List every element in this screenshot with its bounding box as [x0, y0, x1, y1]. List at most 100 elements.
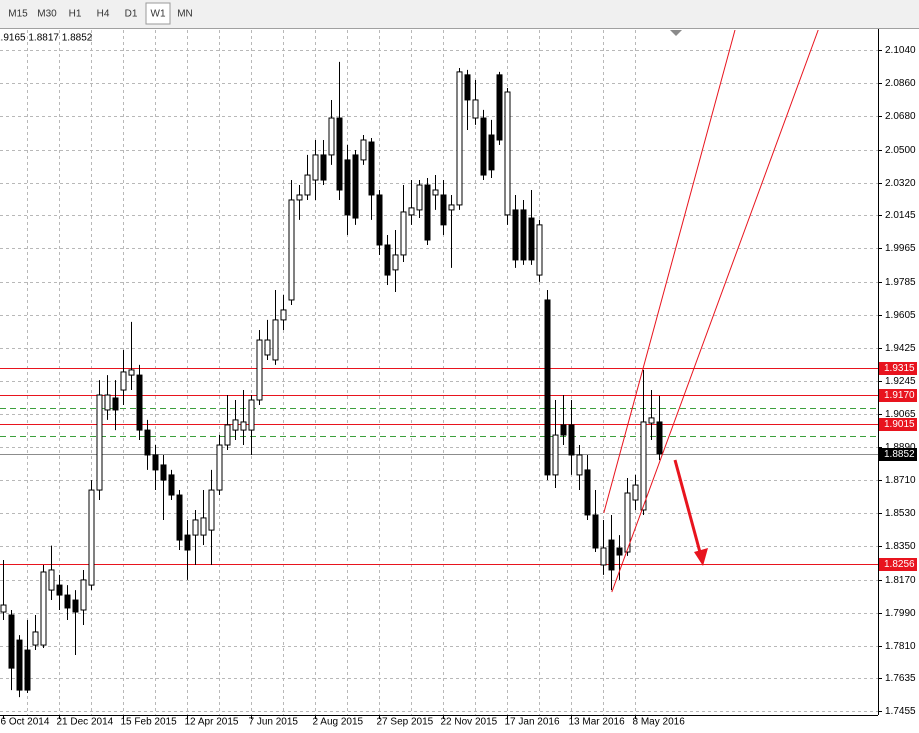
y-tick-label: 2.0500: [885, 145, 916, 156]
button-label[interactable]: MN: [177, 9, 193, 20]
candle-body: [368, 141, 375, 196]
y-tick-label: 2.1040: [885, 45, 916, 56]
candle-body: [616, 547, 623, 556]
candle-body: [272, 319, 279, 361]
timeframe-button[interactable]: MN: [172, 3, 198, 24]
candle-body: [376, 194, 383, 246]
candle-body: [472, 99, 479, 119]
candle-body: [448, 204, 455, 211]
y-tick-label: 1.7810: [885, 641, 916, 652]
timeframe-button[interactable]: M30: [34, 3, 60, 24]
candle-body: [392, 254, 399, 271]
candle-body: [184, 534, 191, 551]
x-tick-label: 13 Mar 2016: [569, 717, 626, 728]
price-level-tag: [879, 418, 917, 431]
button-face[interactable]: [172, 3, 198, 24]
candle-body: [264, 339, 271, 356]
candle-body: [48, 569, 55, 591]
candle-body: [88, 489, 95, 586]
candle-body: [152, 454, 159, 471]
candle-body: [608, 539, 615, 571]
y-tick-label: 1.8710: [885, 475, 916, 486]
candle-body: [560, 424, 567, 436]
candle-body: [80, 579, 87, 611]
candle-body: [296, 194, 303, 201]
y-tick-label: 2.0145: [885, 210, 916, 221]
arrow-head: [694, 548, 708, 566]
candle-body: [320, 154, 327, 181]
y-tick-label: 1.8350: [885, 541, 916, 552]
candle-body: [24, 649, 31, 691]
forecast-arrow: [673, 459, 708, 566]
candle-body: [144, 429, 151, 456]
button-face[interactable]: [118, 3, 144, 24]
button-face[interactable]: [145, 2, 171, 25]
arrow-shaft: [673, 459, 703, 557]
button-label[interactable]: H4: [97, 9, 110, 20]
candle-body: [160, 464, 167, 481]
candle-body: [424, 184, 431, 241]
candle-body: [512, 209, 519, 261]
candle-body: [480, 117, 487, 176]
timeframe-button[interactable]: H1: [62, 3, 88, 24]
candle-body: [360, 139, 367, 161]
candle-body: [280, 309, 287, 321]
candle-body: [104, 394, 111, 411]
timeframe-button[interactable]: D1: [118, 3, 144, 24]
y-tick-label: 1.8170: [885, 575, 916, 586]
y-tick-label: 1.7635: [885, 673, 916, 684]
button-face[interactable]: [34, 3, 60, 24]
y-tick-label: 1.9245: [885, 376, 916, 387]
chart-shift-marker[interactable]: [670, 30, 682, 36]
candle-body: [304, 174, 311, 196]
candle-body: [200, 517, 207, 536]
candle-body: [288, 199, 295, 301]
candle-body: [344, 159, 351, 216]
candle-body: [632, 484, 639, 501]
button-label[interactable]: W1: [151, 9, 166, 20]
candle-body: [552, 434, 559, 476]
price-level-label: 1.9170: [884, 390, 915, 401]
ohlc-info: 1.9165 1.8817 1.8852: [0, 33, 93, 44]
button-label[interactable]: D1: [125, 9, 138, 20]
candle-body: [656, 421, 663, 455]
button-face[interactable]: [90, 3, 116, 24]
x-tick-label: 6 Oct 2014: [1, 717, 50, 728]
y-tick-label: 1.8890: [885, 442, 916, 453]
candle-body: [232, 419, 239, 431]
x-tick-label: 2 Aug 2015: [313, 717, 364, 728]
candle-body: [120, 371, 127, 391]
button-face[interactable]: [4, 3, 32, 24]
candle-body: [312, 154, 319, 181]
candle-body: [208, 489, 215, 531]
x-tick-label: 21 Dec 2014: [57, 717, 114, 728]
trend-line: [603, 30, 736, 514]
button-label[interactable]: M30: [37, 9, 57, 20]
candle-body: [176, 494, 183, 541]
button-label[interactable]: M15: [8, 9, 28, 20]
button-face[interactable]: [62, 3, 88, 24]
price-level-tag: [879, 558, 917, 571]
price-level-label: 1.9315: [884, 363, 915, 374]
candle-body: [64, 594, 71, 609]
y-tick-label: 1.7990: [885, 608, 916, 619]
candle-body: [112, 397, 119, 411]
timeframe-button[interactable]: H4: [90, 3, 116, 24]
timeframe-button[interactable]: M15: [4, 3, 32, 24]
candle-body: [96, 394, 103, 491]
timeframe-button[interactable]: W1: [145, 2, 171, 25]
candle-body: [544, 299, 551, 476]
y-tick-label: 2.0680: [885, 111, 916, 122]
x-tick-label: 15 Feb 2015: [121, 717, 178, 728]
price-level-label: 1.8256: [884, 559, 915, 570]
price-level-tag: [879, 448, 917, 461]
candle-body: [584, 469, 591, 516]
price-level-label: 1.9015: [884, 419, 915, 430]
plot-area: [0, 29, 878, 715]
candle-body: [456, 71, 463, 206]
button-label[interactable]: H1: [69, 9, 82, 20]
x-tick-label: 22 Nov 2015: [441, 717, 498, 728]
trend-line: [611, 30, 819, 593]
y-tick-label: 1.8530: [885, 508, 916, 519]
y-tick-label: 1.9605: [885, 310, 916, 321]
